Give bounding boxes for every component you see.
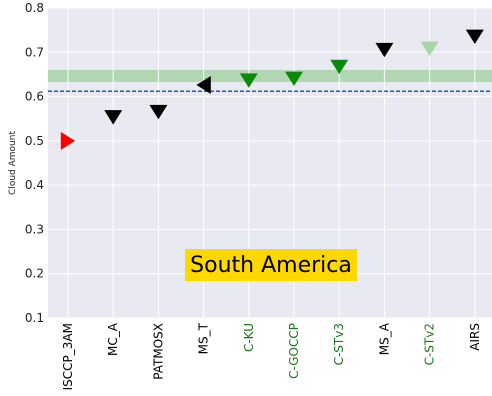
x-tick-label: PATMOSX — [151, 323, 165, 380]
y-axis-label: Cloud Amount — [8, 131, 18, 195]
marker-patmosx — [149, 104, 168, 120]
marker-c-goccp — [285, 71, 303, 87]
marker-isccp-3am — [60, 131, 76, 150]
region-annotation-box — [185, 249, 357, 281]
x-tick-label: C-GOCCP — [287, 323, 301, 379]
y-tick-label: 0.7 — [25, 45, 44, 59]
marker-ms-a — [375, 42, 394, 58]
x-tick-label: C-STv3 — [332, 323, 346, 365]
y-tick-label: 0.1 — [25, 311, 44, 325]
y-tick-label: 0.3 — [25, 222, 44, 236]
y-tick-label: 0.2 — [25, 267, 44, 281]
x-tick-label: C-STv2 — [423, 323, 437, 365]
x-tick-label: ISCCP_3AM — [61, 323, 75, 390]
x-tick-label: MS_T — [197, 322, 211, 354]
y-tick-label: 0.8 — [25, 1, 44, 15]
reference-band — [48, 70, 492, 82]
markers — [60, 29, 484, 150]
marker-airs — [465, 29, 484, 44]
y-tick-labels: 0.1 0.2 0.3 0.4 0.5 0.6 0.7 0.8 — [25, 1, 44, 325]
region-annotation: South America — [185, 249, 357, 281]
x-tick-label: C-KU — [242, 323, 256, 352]
y-tick-label: 0.6 — [25, 90, 44, 104]
marker-c-ku — [239, 73, 258, 88]
marker-ms-t — [196, 76, 211, 95]
marker-c-stv3 — [330, 59, 349, 75]
y-tick-label: 0.5 — [25, 134, 44, 148]
x-tick-labels: ISCCP_3AM MC_A PATMOSX MS_T C-KU C-GOCCP C-STv… — [61, 322, 482, 390]
reference-band-layer — [48, 70, 492, 82]
x-tick-label: AIRS — [468, 323, 482, 351]
marker-mc-a — [104, 110, 123, 125]
marker-c-stv2 — [420, 41, 439, 56]
x-tick-label: MS_A — [377, 322, 391, 355]
x-tick-label: MC_A — [106, 322, 120, 356]
region-annotation-text: South America — [190, 253, 352, 278]
y-tick-label: 0.4 — [25, 178, 44, 192]
